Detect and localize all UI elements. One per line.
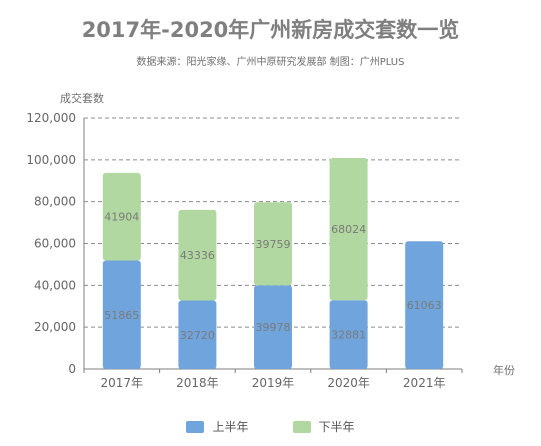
x-tick-label: 2020年 (327, 376, 370, 390)
chart-subtitle: 数据来源：阳光家缘、广州中原研究发展部 制图：广州PLUS (136, 57, 405, 68)
bar-segment (405, 241, 444, 369)
legend-item-second-half: 下半年 (292, 418, 355, 435)
data-label: 41904 (104, 211, 139, 224)
data-label: 32720 (180, 329, 215, 342)
x-tick-label: 2021年 (403, 376, 446, 390)
data-label: 51865 (104, 309, 139, 322)
y-tick-label: 120,000 (26, 111, 76, 125)
bar-segment (178, 300, 217, 369)
chart-title: 2017年-2020年广州新房成交套数一览 (81, 18, 460, 42)
x-axis-label: 年份 (493, 364, 515, 377)
bar-segment (254, 202, 292, 286)
data-label: 43336 (180, 249, 215, 262)
y-tick-label: 60,000 (34, 237, 76, 251)
legend-swatch-second-half (292, 420, 311, 433)
bar-segment (102, 260, 141, 369)
data-label: 32881 (331, 329, 366, 342)
bar-segment (329, 300, 368, 369)
y-tick-label: 100,000 (26, 153, 76, 167)
data-label: 39978 (256, 321, 291, 334)
legend-swatch-first-half (186, 420, 205, 433)
x-tick-label: 2018年 (176, 376, 219, 390)
data-label: 68024 (331, 223, 366, 236)
bar-segment (178, 209, 217, 301)
bar-segment (329, 157, 368, 301)
x-tick-label: 2019年 (252, 376, 295, 390)
legend-item-first-half: 上半年 (186, 418, 249, 435)
legend: 上半年 下半年 (0, 418, 541, 435)
y-tick-label: 80,000 (34, 195, 76, 209)
y-tick-label: 0 (68, 362, 76, 376)
data-label: 39759 (256, 238, 291, 251)
bar-segment (102, 172, 141, 261)
legend-label-second-half: 下半年 (318, 420, 355, 434)
y-tick-label: 40,000 (34, 278, 76, 292)
y-tick-label: 20,000 (34, 320, 76, 334)
x-tick-label: 2017年 (101, 376, 144, 390)
bar-segment (254, 285, 292, 369)
data-label: 61063 (407, 299, 442, 312)
y-axis-label: 成交套数 (60, 92, 104, 105)
legend-label-first-half: 上半年 (212, 420, 249, 434)
